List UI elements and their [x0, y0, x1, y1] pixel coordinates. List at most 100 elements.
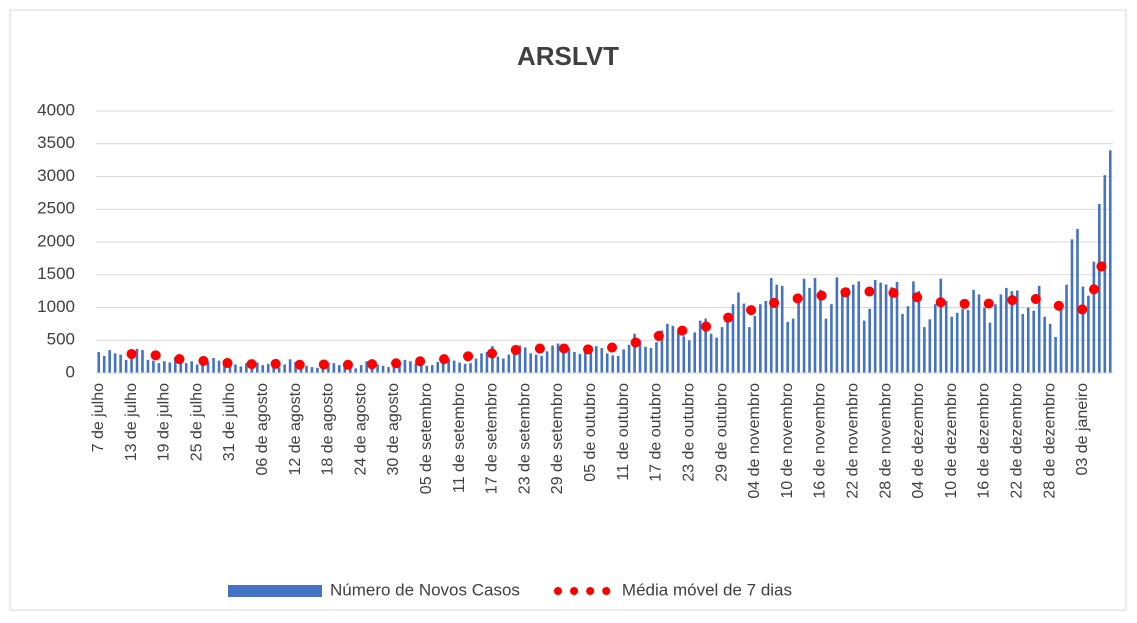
bar	[693, 332, 697, 373]
bar	[398, 363, 401, 373]
bar	[720, 327, 724, 373]
bar	[890, 287, 893, 373]
bar	[447, 359, 450, 373]
x-tick-label: 10 de novembro	[779, 383, 796, 499]
bar	[420, 364, 423, 373]
bar	[1016, 290, 1019, 373]
bar	[441, 357, 445, 373]
bar	[1048, 323, 1052, 373]
bar	[1108, 150, 1112, 373]
bar	[491, 346, 494, 373]
bar	[261, 365, 265, 373]
x-tick-label: 31 de julho	[221, 383, 238, 461]
bar	[485, 352, 489, 373]
bar	[616, 355, 620, 373]
bar	[502, 358, 505, 373]
bar	[726, 314, 729, 373]
bar	[677, 331, 680, 373]
bar	[605, 353, 609, 373]
bar	[173, 357, 177, 373]
bar	[813, 278, 817, 373]
bar	[163, 361, 166, 373]
bar	[562, 344, 565, 373]
bar	[512, 349, 516, 373]
bar	[1037, 285, 1041, 373]
bar	[955, 312, 959, 373]
legend-label: Média móvel de 7 dias	[622, 580, 792, 599]
bar	[1059, 307, 1063, 373]
bar	[884, 284, 888, 373]
bar	[540, 355, 543, 373]
bar	[316, 367, 319, 373]
bar	[1087, 295, 1090, 373]
bar	[830, 304, 833, 373]
x-tick-label: 11 de outubro	[615, 383, 632, 481]
bar	[430, 365, 434, 373]
x-tick-label: 28 de dezembro	[1041, 383, 1058, 499]
bar	[917, 291, 921, 373]
bar	[611, 355, 615, 373]
x-tick-label: 03 de janeiro	[1074, 383, 1091, 476]
x-tick-label: 04 de dezembro	[910, 383, 927, 499]
bar	[715, 337, 718, 373]
bar	[851, 284, 855, 373]
bar	[425, 365, 429, 373]
bar	[414, 363, 418, 373]
bar	[354, 368, 358, 373]
x-tick-label: 10 de dezembro	[943, 383, 960, 499]
bar	[950, 316, 954, 373]
bar	[660, 330, 664, 373]
bar	[923, 327, 926, 373]
bar	[146, 359, 150, 373]
bar	[184, 363, 188, 373]
x-tick-label: 19 de julho	[156, 383, 173, 461]
bar	[988, 322, 992, 373]
bar	[983, 307, 986, 373]
y-tick-label: 500	[47, 330, 75, 349]
bar	[239, 366, 243, 373]
bar	[644, 346, 647, 373]
bar	[332, 363, 336, 373]
x-tick-label: 18 de agosto	[320, 383, 337, 476]
bar	[452, 360, 456, 373]
bar	[594, 346, 598, 373]
bar	[906, 306, 910, 373]
y-tick-label: 2000	[37, 231, 75, 250]
bar	[392, 366, 396, 373]
bar	[228, 362, 232, 373]
bar	[348, 367, 352, 373]
bar	[846, 287, 850, 373]
x-tick-label: 24 de agosto	[352, 383, 369, 476]
x-tick-label: 22 de novembro	[845, 383, 862, 499]
bar	[1032, 310, 1036, 373]
bar	[879, 282, 882, 373]
bar	[288, 359, 292, 373]
bar	[102, 355, 106, 373]
bar	[305, 365, 308, 373]
bar	[944, 300, 948, 373]
bar	[1103, 175, 1107, 373]
bar	[168, 362, 172, 373]
bar	[780, 285, 784, 373]
bar	[977, 294, 981, 373]
x-tick-label: 13 de julho	[123, 383, 140, 461]
y-tick-label: 3000	[37, 166, 75, 185]
bar	[283, 364, 286, 373]
bar	[802, 278, 806, 373]
bar	[403, 359, 407, 373]
bar	[972, 289, 975, 373]
bar	[638, 340, 642, 373]
bar	[212, 357, 215, 373]
bar	[808, 287, 811, 373]
bar	[507, 354, 511, 373]
bar	[1026, 307, 1030, 373]
x-tick-label: 11 de setembro	[451, 383, 468, 493]
bar	[573, 352, 576, 373]
bar	[97, 352, 101, 373]
bar	[474, 358, 478, 373]
bar	[769, 278, 773, 373]
bar	[206, 361, 210, 373]
y-tick-label: 1000	[37, 297, 75, 316]
y-tick-label: 1500	[37, 264, 75, 283]
